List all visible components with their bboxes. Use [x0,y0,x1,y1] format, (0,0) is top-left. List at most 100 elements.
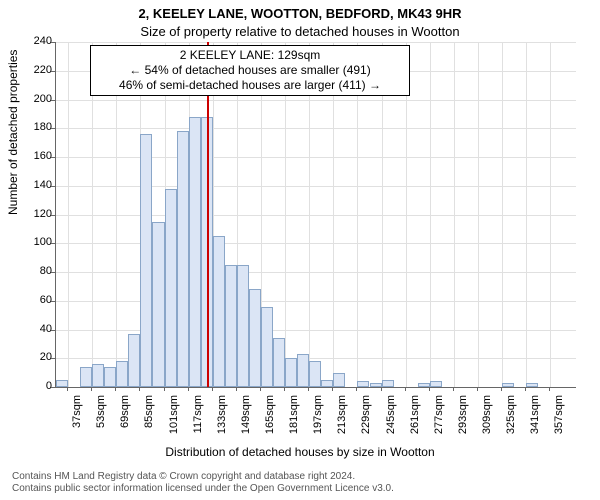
x-tick-label: 181sqm [288,395,300,455]
y-tick-mark [51,358,55,359]
histogram-bar [321,380,333,387]
x-tick-mark [381,387,382,391]
x-tick-label: 229sqm [360,395,372,455]
y-tick-mark [51,42,55,43]
histogram-bar [309,361,321,387]
annotation-box: 2 KEELEY LANE: 129sqm ← 54% of detached … [90,45,410,96]
x-tick-label: 101sqm [168,395,180,455]
histogram-bar [285,358,297,387]
x-tick-mark [139,387,140,391]
chart-container: 2, KEELEY LANE, WOOTTON, BEDFORD, MK43 9… [0,0,600,500]
x-tick-mark [356,387,357,391]
histogram-bar [297,354,309,387]
y-tick-label: 120 [12,208,52,220]
histogram-bar [502,383,514,387]
v-gridline [478,42,479,387]
y-tick-mark [51,100,55,101]
x-tick-mark [115,387,116,391]
y-tick-mark [51,243,55,244]
x-tick-label: 293sqm [457,395,469,455]
v-gridline [430,42,431,387]
histogram-bar [213,236,225,387]
h-gridline [56,301,576,302]
h-gridline [56,100,576,101]
x-tick-label: 53sqm [95,395,107,455]
x-tick-mark [260,387,261,391]
histogram-bar [333,373,345,387]
x-tick-mark [188,387,189,391]
x-tick-label: 149sqm [240,395,252,455]
x-tick-mark [405,387,406,391]
v-gridline [502,42,503,387]
histogram-bar [382,380,394,387]
y-tick-label: 40 [12,323,52,335]
h-gridline [56,157,576,158]
annotation-line2: ← 54% of detached houses are smaller (49… [95,63,405,78]
x-tick-label: 357sqm [553,395,565,455]
h-gridline [56,243,576,244]
v-gridline [454,42,455,387]
y-tick-label: 160 [12,150,52,162]
x-tick-label: 117sqm [192,395,204,455]
h-gridline [56,186,576,187]
x-tick-label: 213sqm [336,395,348,455]
h-gridline [56,330,576,331]
y-tick-label: 100 [12,236,52,248]
h-gridline [56,42,576,43]
x-tick-mark [236,387,237,391]
y-tick-label: 220 [12,64,52,76]
histogram-bar [526,383,538,387]
y-tick-label: 180 [12,121,52,133]
title-sub: Size of property relative to detached ho… [0,24,600,39]
y-tick-label: 240 [12,35,52,47]
histogram-bar [357,381,369,387]
histogram-bar [225,265,237,387]
x-tick-mark [212,387,213,391]
histogram-bar [177,131,189,387]
x-tick-label: 197sqm [312,395,324,455]
footer-line2: Contains public sector information licen… [12,483,394,495]
x-tick-label: 165sqm [264,395,276,455]
footer-attribution: Contains HM Land Registry data © Crown c… [12,471,394,495]
histogram-bar [92,364,104,387]
histogram-bar [80,367,92,387]
histogram-bar [165,189,177,387]
y-tick-mark [51,330,55,331]
v-gridline [526,42,527,387]
histogram-bar [430,381,442,387]
x-tick-label: 133sqm [216,395,228,455]
x-tick-mark [501,387,502,391]
y-tick-mark [51,71,55,72]
histogram-bar [237,265,249,387]
y-tick-mark [51,272,55,273]
x-tick-mark [429,387,430,391]
x-tick-mark [477,387,478,391]
x-tick-mark [91,387,92,391]
histogram-bar [152,222,164,387]
histogram-bar [261,307,273,388]
x-tick-label: 341sqm [529,395,541,455]
histogram-bar [116,361,128,387]
y-tick-mark [51,186,55,187]
histogram-bar [104,367,116,387]
x-tick-mark [67,387,68,391]
h-gridline [56,128,576,129]
v-gridline [550,42,551,387]
y-tick-mark [51,215,55,216]
x-tick-mark [453,387,454,391]
y-tick-mark [51,128,55,129]
x-tick-label: 85sqm [143,395,155,455]
histogram-bar [56,380,68,387]
annotation-line1: 2 KEELEY LANE: 129sqm [95,48,405,63]
x-tick-label: 245sqm [385,395,397,455]
x-tick-label: 37sqm [71,395,83,455]
y-tick-label: 80 [12,265,52,277]
h-gridline [56,215,576,216]
x-tick-label: 277sqm [433,395,445,455]
histogram-bar [273,338,285,387]
y-tick-label: 200 [12,93,52,105]
y-tick-mark [51,301,55,302]
x-tick-label: 325sqm [505,395,517,455]
x-tick-label: 261sqm [409,395,421,455]
y-tick-label: 140 [12,179,52,191]
